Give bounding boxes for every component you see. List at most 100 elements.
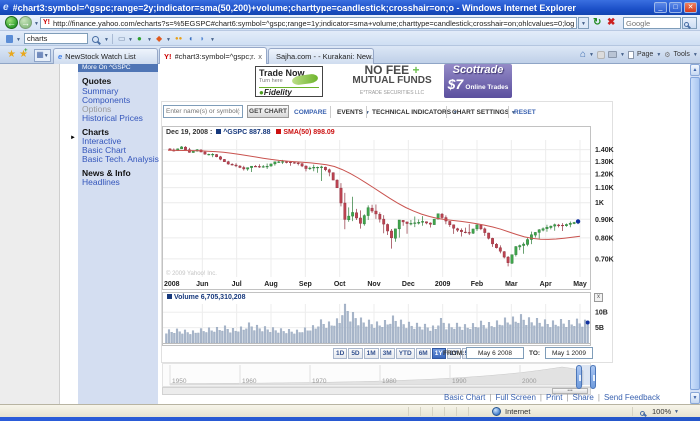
search-go-button[interactable] (682, 17, 697, 29)
symbol-input[interactable] (163, 105, 243, 118)
search-provider-icon[interactable] (6, 35, 13, 43)
timeline-scrollbar[interactable]: ••• (162, 387, 591, 395)
close-button[interactable]: ✕ (684, 2, 697, 13)
sidebar-item-interactive[interactable]: Interactive (82, 136, 122, 146)
zoom-level[interactable]: 100% (652, 407, 672, 416)
sidebar-item-basic-chart[interactable]: Basic Chart (82, 145, 126, 155)
addon-dropdown-icon[interactable]: ▼ (147, 37, 152, 43)
ad-plus-icon: + (412, 63, 420, 77)
footer-link-basic-chart[interactable]: Basic Chart (444, 393, 486, 402)
favorites-star-icon[interactable]: ★ (7, 49, 16, 60)
from-date-input[interactable] (466, 347, 524, 359)
forward-button[interactable]: → (19, 16, 32, 29)
volume-chart-canvas[interactable]: 10B 5B (162, 292, 614, 346)
tab-close-icon[interactable]: x (258, 51, 262, 61)
printer-dropdown-icon[interactable]: ▼ (620, 51, 625, 58)
add-favorite-icon[interactable]: ★ + (19, 48, 28, 60)
toolbar-search-icon[interactable] (92, 35, 99, 44)
footer-link-send-feedback[interactable]: Send Feedback (603, 393, 660, 402)
addon-dots-icon[interactable]: ●● (175, 36, 183, 42)
yahoo-favicon: Y! (43, 19, 50, 26)
home-icon[interactable]: ⌂ (580, 49, 587, 60)
navigation-bar: ← → ▼ Y! ▼ ↻ ✖ (0, 15, 700, 31)
technical-indicators-menu[interactable]: TECHNICAL INDICATORS ▼ (372, 109, 458, 116)
range-button-ytd[interactable]: YTD (395, 348, 415, 359)
events-menu[interactable]: EVENTS ▼ (337, 109, 370, 116)
range-button-1y[interactable]: 1Y (431, 348, 446, 359)
range-button-1d[interactable]: 1D (333, 348, 348, 359)
sidebar-item-basic-tech-analysis[interactable]: Basic Tech. Analysis (82, 154, 159, 164)
scroll-up-icon[interactable]: ▲ (690, 64, 700, 76)
home-dropdown-icon[interactable]: ▼ (589, 51, 594, 58)
timeline-left-handle[interactable] (576, 365, 582, 389)
maximize-button[interactable]: □ (669, 2, 682, 13)
refresh-icon[interactable]: ↻ (593, 17, 602, 28)
scrollbar-thumb[interactable] (690, 77, 700, 390)
quick-tabs-button[interactable]: ▦▼ (34, 49, 51, 62)
page-dropdown-icon[interactable]: ▼ (656, 51, 662, 58)
printer-icon[interactable] (608, 51, 617, 58)
get-chart-button[interactable]: GET CHART (247, 105, 289, 118)
compare-button[interactable]: COMPARE (294, 109, 327, 116)
addon-globe-icon[interactable]: ◐ (189, 34, 194, 43)
back-button[interactable]: ← (5, 16, 18, 29)
svg-text:1.20K: 1.20K (595, 171, 614, 178)
addon-orange-icon[interactable]: ◆ (156, 34, 163, 43)
sidebar-item-summary[interactable]: Summary (82, 86, 119, 96)
footer-link-share[interactable]: Share (572, 393, 594, 402)
stop-icon[interactable]: ✖ (607, 17, 616, 28)
timeline-scrollbar-thumb[interactable]: ••• (552, 388, 588, 394)
addon-dropdown-icon[interactable]: ▼ (128, 37, 133, 43)
price-chart-canvas[interactable]: 1.40K 1.30K 1.20K 1.10K 1K 0.90K 0.80K 0.70K 200… (162, 126, 614, 290)
ad-fidelity[interactable]: Trade Now Turn here ●Fidelity (255, 66, 323, 97)
minimize-button[interactable]: _ (654, 2, 667, 13)
search-provider-dropdown-icon[interactable]: ▼ (16, 37, 21, 43)
scroll-down-icon[interactable]: ▼ (690, 392, 700, 404)
ad-scottrade[interactable]: Scottrade $7 Online Trades (444, 64, 512, 98)
web-search-input[interactable] (623, 17, 681, 29)
timeline-canvas[interactable]: 1950 1960 1970 1980 1990 2000 (162, 363, 591, 387)
range-button-6m[interactable]: 6M (415, 348, 431, 359)
search-icon (684, 22, 689, 28)
address-input[interactable] (40, 17, 577, 29)
tab-sajha[interactable]: Sajha.com - - Kurakani: New... (268, 48, 374, 64)
to-date-input[interactable] (545, 347, 593, 359)
crosshair-date: Dec 19, 2008 : (166, 129, 213, 136)
footer-link-print[interactable]: Print (545, 393, 563, 402)
timeline-right-handle[interactable] (590, 365, 596, 389)
address-dropdown-icon[interactable]: ▼ (578, 17, 589, 29)
page-scrollbar[interactable]: ▲ ▼ (690, 64, 700, 404)
range-button-2y[interactable]: 2Y (446, 348, 461, 359)
addon-dropdown-icon[interactable]: ▼ (210, 37, 215, 43)
range-button-5d[interactable]: 5D (348, 348, 363, 359)
volume-close-icon[interactable]: x (594, 293, 603, 302)
svg-text:Feb: Feb (471, 281, 483, 288)
footer-link-separator: | (597, 393, 600, 402)
gspc-legend-value: ^GSPC 887.88 (223, 129, 271, 136)
sidebar-item-historical-prices[interactable]: Historical Prices (82, 113, 143, 123)
history-dropdown-icon[interactable]: ▼ (34, 21, 39, 27)
toolbar-search-input[interactable] (24, 33, 88, 44)
addon-dropdown-icon[interactable]: ▼ (166, 37, 171, 43)
toolbar-search-dropdown-icon[interactable]: ▼ (104, 37, 109, 43)
volume-legend-value: Volume 6,705,310,208 (174, 294, 246, 301)
tab-chart3-active[interactable]: Y! #chart3:symbol=^gspc;r... x (159, 47, 267, 64)
addon-help-icon[interactable]: ◑ (199, 34, 204, 43)
feed-icon[interactable] (597, 50, 605, 59)
tab-newstock-watch-list[interactable]: e NewStock Watch List (53, 48, 158, 64)
zoom-dropdown-icon[interactable]: ▼ (674, 409, 679, 415)
reset-button[interactable]: RESET (514, 109, 536, 116)
addon-green-icon[interactable]: ● (137, 34, 142, 43)
status-bar: Internet 100% ▼ (0, 404, 700, 417)
range-button-1m[interactable]: 1M (363, 348, 379, 359)
chart-settings-menu[interactable]: CHART SETTINGS ▼ (452, 109, 516, 116)
sidebar-item-headlines[interactable]: Headlines (82, 177, 120, 187)
tools-menu[interactable]: Tools (673, 51, 690, 58)
addon-page-icon[interactable]: ▭ (118, 34, 126, 43)
page-menu[interactable]: Page (636, 51, 654, 58)
range-button-3m[interactable]: 3M (379, 348, 395, 359)
ad-no-fee-mutual-funds[interactable]: NO FEE + MUTUAL FUNDS E*TRADE SECURITIES… (349, 64, 435, 98)
tools-dropdown-icon[interactable]: ▼ (692, 51, 698, 58)
sidebar-item-components[interactable]: Components (82, 95, 131, 105)
footer-link-full-screen[interactable]: Full Screen (495, 393, 536, 402)
